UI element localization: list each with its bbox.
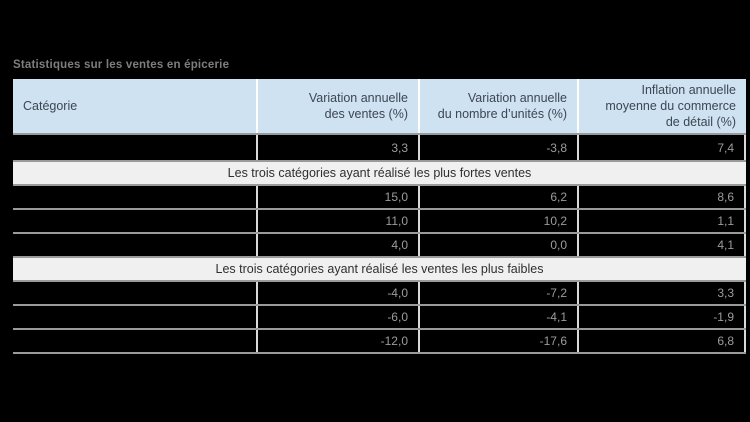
value-cell: -17,6 — [418, 330, 577, 352]
column-header-categorie: Catégorie — [23, 99, 78, 113]
value-cell: 4,1 — [577, 234, 746, 256]
section-header-fortes-ventes: Les trois catégories ayant réalisé les p… — [13, 160, 746, 186]
category-cell — [13, 282, 256, 304]
value-cell: -7,2 — [418, 282, 577, 304]
table-row: -6,0 -4,1 -1,9 — [13, 306, 746, 328]
table-header-row: Catégorie Variation annuelle des ventes … — [13, 79, 746, 133]
value-cell: 10,2 — [418, 210, 577, 232]
table-row: -12,0 -17,6 6,8 — [13, 330, 746, 352]
category-cell — [13, 306, 256, 328]
row-divider — [13, 208, 746, 210]
category-cell — [13, 210, 256, 232]
value-cell: 3,3 — [256, 135, 418, 160]
value-cell: -1,9 — [577, 306, 746, 328]
table-row-summary: 3,3 -3,8 7,4 — [13, 133, 746, 160]
page-title: Statistiques sur les ventes en épicerie — [13, 59, 230, 71]
column-header-variation-unites: Variation annuelle du nombre d’unités (%… — [418, 79, 577, 133]
value-cell: -6,0 — [256, 306, 418, 328]
category-cell — [13, 234, 256, 256]
value-cell: 0,0 — [418, 234, 577, 256]
table-row: 15,0 6,2 8,6 — [13, 186, 746, 208]
value-cell: 6,8 — [577, 330, 746, 352]
table-row: 11,0 10,2 1,1 — [13, 210, 746, 232]
value-cell: 6,2 — [418, 186, 577, 208]
table-bottom-border — [13, 352, 746, 354]
section-header-ventes-faibles: Les trois catégories ayant réalisé les v… — [13, 256, 746, 282]
value-cell: 15,0 — [256, 186, 418, 208]
value-cell: -4,1 — [418, 306, 577, 328]
column-header-inflation: Inflation annuelle moyenne du commerce d… — [577, 79, 746, 133]
value-cell: 8,6 — [577, 186, 746, 208]
value-cell: 1,1 — [577, 210, 746, 232]
category-cell — [13, 135, 256, 160]
value-cell: 3,3 — [577, 282, 746, 304]
value-cell: 4,0 — [256, 234, 418, 256]
row-divider — [13, 232, 746, 234]
row-divider — [13, 328, 746, 330]
table-row: -4,0 -7,2 3,3 — [13, 282, 746, 304]
value-cell: 11,0 — [256, 210, 418, 232]
value-cell: -3,8 — [418, 135, 577, 160]
value-cell: 7,4 — [577, 135, 746, 160]
stats-table: Catégorie Variation annuelle des ventes … — [13, 79, 746, 354]
value-cell: -12,0 — [256, 330, 418, 352]
row-divider — [13, 304, 746, 306]
category-cell — [13, 186, 256, 208]
table-row: 4,0 0,0 4,1 — [13, 234, 746, 256]
value-cell: -4,0 — [256, 282, 418, 304]
column-header-variation-ventes: Variation annuelle des ventes (%) — [256, 79, 418, 133]
category-cell — [13, 330, 256, 352]
